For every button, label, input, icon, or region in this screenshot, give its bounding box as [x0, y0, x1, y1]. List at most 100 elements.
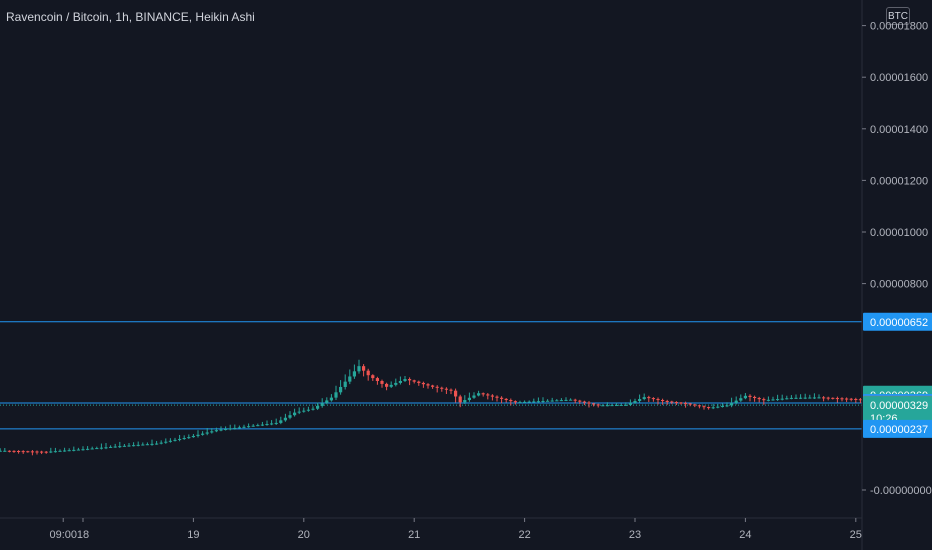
candle-body — [3, 450, 7, 452]
candle-body — [362, 366, 366, 371]
candle-body — [697, 405, 701, 407]
currency-badge[interactable]: BTC — [886, 7, 910, 25]
candle-body — [661, 400, 665, 402]
candle-body — [118, 446, 122, 448]
candle-body — [707, 407, 711, 409]
candle-body — [569, 399, 573, 401]
candle-body — [380, 380, 384, 384]
time-tick-label: 23 — [629, 529, 641, 541]
candle-body — [730, 402, 734, 406]
candle-body — [647, 397, 651, 399]
candle-body — [86, 448, 90, 450]
candle-body — [53, 451, 57, 453]
candle-body — [343, 381, 347, 387]
candle-body — [412, 380, 416, 382]
candle-body — [150, 443, 154, 445]
candle-body — [771, 399, 775, 401]
candle-body — [316, 405, 320, 409]
candle-body — [426, 384, 430, 386]
candle-body — [26, 451, 30, 453]
candle-body — [720, 406, 724, 408]
candle-body — [435, 386, 439, 388]
candle-body — [527, 401, 531, 403]
candle-body — [679, 402, 683, 404]
candle-body — [30, 451, 34, 453]
candle-body — [228, 428, 232, 430]
candle-body — [688, 403, 692, 405]
candle-body — [504, 398, 508, 401]
candle-body — [656, 399, 660, 401]
price-tag-label: 0.00000329 — [870, 400, 928, 412]
candle-body — [541, 400, 545, 402]
price-tick-label: 0.00001000 — [870, 227, 928, 239]
candle-body — [371, 375, 375, 379]
candles — [0, 359, 862, 456]
candle-body — [532, 401, 536, 403]
price-tick-label: -0.00000000 — [870, 485, 932, 497]
candle-body — [173, 439, 177, 441]
candle-body — [224, 429, 228, 431]
candle-body — [518, 402, 522, 404]
candle-body — [233, 427, 237, 429]
candle-body — [417, 381, 421, 383]
candle-body — [270, 423, 274, 425]
candle-body — [109, 446, 113, 448]
candle-body — [90, 448, 94, 450]
candle-body — [849, 398, 853, 400]
candle-body — [785, 398, 789, 400]
candle-body — [546, 400, 550, 402]
candle-body — [854, 399, 858, 401]
candle-body — [279, 420, 283, 423]
time-axis: 09:00 18 19 20 21 22 23 24 25 — [0, 517, 862, 541]
price-tag — [863, 419, 932, 438]
candle-body — [288, 415, 292, 418]
candle-body — [104, 447, 108, 449]
candle-body — [357, 366, 361, 372]
candle-body — [251, 425, 255, 427]
candle-body — [237, 427, 241, 429]
price-tick-label: 0.00001600 — [870, 72, 928, 84]
candle-body — [624, 404, 628, 406]
price-tick-label: 0.00001200 — [870, 175, 928, 187]
candle-body — [762, 399, 766, 401]
candle-body — [348, 376, 352, 382]
candle-body — [509, 400, 513, 402]
candle-body — [297, 411, 301, 413]
price-tick-label: 0.00000800 — [870, 279, 928, 291]
candle-body — [564, 399, 568, 401]
candle-body — [615, 405, 619, 407]
candle-body — [458, 396, 462, 403]
time-tick-label: 19 — [187, 529, 199, 541]
price-tag-label: 0.00000652 — [870, 317, 928, 329]
candle-body — [463, 400, 467, 403]
candle-body — [536, 401, 540, 403]
candle-body — [127, 445, 131, 447]
candle-body — [454, 390, 458, 397]
candle-body — [794, 397, 798, 399]
candle-body — [164, 441, 168, 443]
candle-body — [12, 450, 16, 452]
price-axis: 0.00001800 0.00001600 0.00001400 0.00001200… — [861, 0, 932, 550]
candle-body — [325, 400, 329, 404]
candle-body — [40, 451, 44, 453]
candle-body — [628, 402, 632, 405]
candle-body — [674, 402, 678, 404]
time-tick-label: 22 — [518, 529, 530, 541]
candle-body — [822, 397, 826, 399]
candle-body — [375, 378, 379, 381]
candle-body — [302, 410, 306, 412]
candle-body — [831, 397, 835, 399]
candle-body — [592, 403, 596, 405]
candle-body — [398, 380, 402, 383]
candle-body — [753, 396, 757, 399]
candle-body — [702, 406, 706, 408]
candle-body — [155, 443, 159, 445]
candle-body — [205, 432, 209, 434]
time-tick-label: 24 — [739, 529, 751, 541]
candle-body — [63, 450, 67, 452]
candle-body — [389, 384, 393, 387]
candle-body — [693, 404, 697, 406]
time-tick-label: 21 — [408, 529, 420, 541]
candle-body — [132, 445, 136, 447]
